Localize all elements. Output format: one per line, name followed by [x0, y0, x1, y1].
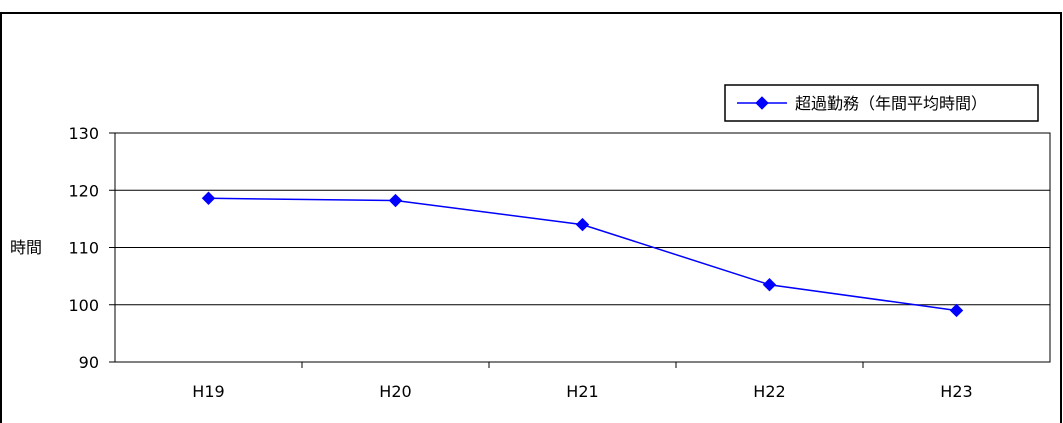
- data-point-H22: [762, 278, 777, 292]
- x-tick-label-H19: H19: [192, 382, 224, 401]
- series-group: [201, 191, 964, 318]
- data-point-H20: [388, 193, 403, 208]
- x-tick-label-H20: H20: [379, 382, 411, 401]
- y-axis-label: 時間: [10, 238, 42, 257]
- legend: 超過勤務（年間平均時間）: [724, 84, 1039, 122]
- legend-label: 超過勤務（年間平均時間）: [795, 94, 987, 113]
- y-tick-label: 90: [79, 353, 99, 372]
- data-point-H21: [575, 217, 590, 232]
- y-tick-label: 130: [68, 124, 99, 143]
- y-tick-label: 110: [68, 239, 99, 258]
- chart-border: [0, 12, 1062, 423]
- gridlines: [115, 189, 1050, 306]
- x-tick-label-H23: H23: [940, 382, 972, 401]
- data-point-H23: [949, 303, 964, 318]
- y-tick-label: 120: [68, 181, 99, 200]
- y-tick-label: 100: [68, 296, 99, 315]
- legend-marker: [755, 96, 769, 110]
- x-tick-label-H22: H22: [753, 382, 785, 401]
- data-point-H19: [201, 191, 216, 205]
- x-tick-label-H21: H21: [566, 382, 598, 401]
- x-axis-ticks: H19 H20 H21 H22 H23: [192, 362, 973, 401]
- y-axis-ticks: 90 100 110 120 130: [68, 124, 115, 372]
